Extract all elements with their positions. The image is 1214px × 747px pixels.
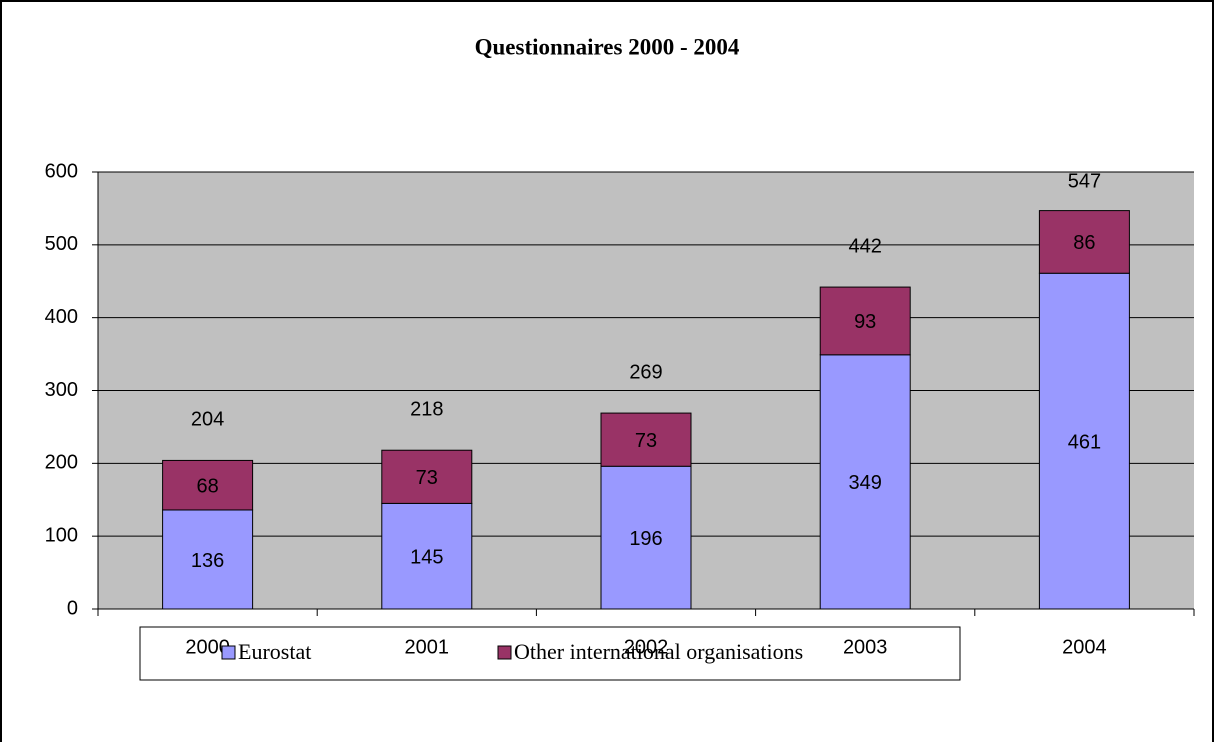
y-tick-label: 600 <box>45 160 78 182</box>
value-label: 145 <box>410 546 443 568</box>
y-tick-label: 300 <box>45 379 78 401</box>
total-label: 269 <box>629 361 662 383</box>
value-label: 349 <box>849 472 882 494</box>
bar-segment <box>1038 210 1130 274</box>
y-tick-label: 100 <box>45 524 78 546</box>
x-tick-label: 2000 <box>185 636 230 658</box>
bar-segment <box>162 459 254 511</box>
legend-swatch <box>497 645 512 660</box>
value-label: 86 <box>1073 232 1095 254</box>
legend-label: Other international organisations <box>514 639 803 664</box>
total-label: 442 <box>849 235 882 257</box>
legend-swatch <box>221 645 236 660</box>
value-label: 73 <box>416 467 438 489</box>
x-tick-label: 2004 <box>1062 636 1107 658</box>
value-label: 196 <box>629 528 662 550</box>
total-label: 204 <box>191 409 224 431</box>
total-label: 547 <box>1068 170 1101 192</box>
bar-segment <box>1038 272 1130 610</box>
legend-box <box>139 626 961 681</box>
x-tick-label: 2003 <box>843 636 888 658</box>
y-tick-label: 0 <box>67 597 78 619</box>
bar-segment <box>381 449 473 504</box>
y-tick-label: 500 <box>45 233 78 255</box>
total-label: 218 <box>410 399 443 421</box>
chart-title: Questionnaires 2000 - 2004 <box>475 34 740 59</box>
value-label: 461 <box>1068 431 1101 453</box>
x-tick-label: 2002 <box>624 636 669 658</box>
bar-segment <box>600 465 692 610</box>
value-label: 68 <box>196 475 218 497</box>
y-tick-label: 400 <box>45 306 78 328</box>
bar-segment <box>381 502 473 610</box>
value-label: 73 <box>635 430 657 452</box>
value-label: 136 <box>191 550 224 572</box>
value-label: 93 <box>854 311 876 333</box>
bar-segment <box>819 354 911 610</box>
x-tick-label: 2001 <box>405 636 450 658</box>
bar-segment <box>162 509 254 610</box>
bar-segment <box>600 412 692 467</box>
bar-segment <box>819 286 911 356</box>
y-tick-label: 200 <box>45 452 78 474</box>
legend-label: Eurostat <box>238 639 311 664</box>
